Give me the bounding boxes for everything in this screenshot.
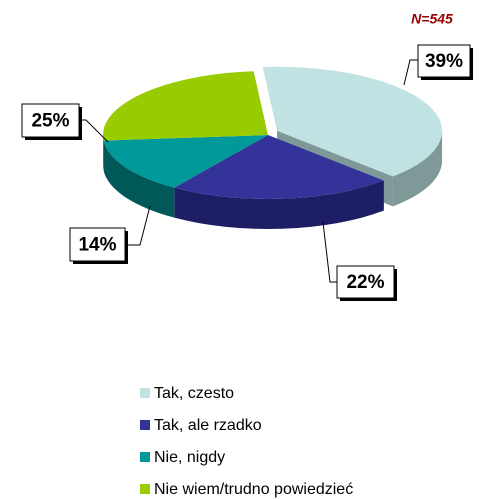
leader-line [322, 221, 337, 283]
data-label: 22% [346, 272, 384, 293]
slice [262, 66, 443, 177]
slice [103, 135, 269, 188]
legend-label: Tak, czesto [154, 385, 234, 402]
leader-line [403, 59, 418, 86]
legend-label: Nie, nigdy [154, 449, 225, 466]
data-label: 14% [78, 235, 116, 256]
slice [103, 71, 268, 141]
legend-swatch [140, 484, 150, 494]
slice-side [174, 180, 384, 229]
legend-swatch [140, 420, 150, 430]
slice-side [103, 135, 104, 171]
label-box [69, 227, 126, 262]
slice-side [103, 140, 175, 218]
data-label: 39% [425, 51, 463, 72]
label-box [21, 103, 80, 138]
label-box [336, 265, 395, 299]
legend-swatch [140, 452, 150, 462]
legend-label: Nie wiem/trudno powiedzieć [154, 481, 353, 498]
label-box [417, 44, 471, 78]
annotation: N=545 [411, 11, 453, 27]
data-label: 25% [31, 111, 69, 132]
leader-line [125, 205, 151, 246]
slice-side [392, 130, 443, 207]
slice [174, 135, 384, 199]
legend-swatch [140, 388, 150, 398]
legend-label: Tak, ale rzadko [154, 417, 262, 434]
